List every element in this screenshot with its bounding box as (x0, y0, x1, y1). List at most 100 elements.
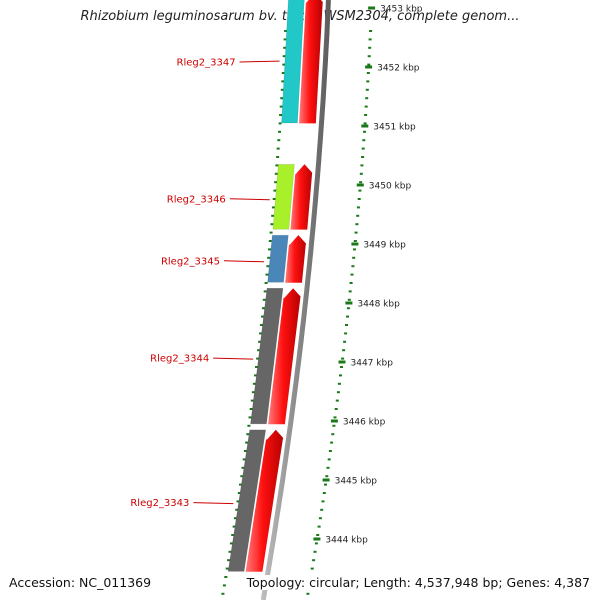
cog-gene-block (281, 0, 305, 124)
outer-ruler-dot (314, 542, 318, 545)
outer-ruler-dot (366, 72, 370, 74)
outer-ruler-dot (350, 273, 354, 276)
inner-ruler-dot (233, 517, 237, 520)
inner-ruler-dot (224, 576, 228, 578)
forward-gene-arrow (297, 0, 326, 125)
outer-ruler-dot (337, 382, 341, 385)
gene-leader-line (213, 357, 254, 360)
cog-gene-block (250, 287, 284, 425)
inner-ruler-dot (275, 164, 279, 167)
gene-label: Rleg2_3344 (150, 354, 209, 365)
inner-ruler-dot (276, 156, 280, 158)
outer-ruler-dot (364, 105, 368, 108)
major-tick (365, 65, 373, 69)
outer-ruler-dot (357, 198, 361, 200)
accession-label: Accession: NC_011369 (9, 575, 152, 590)
outer-ruler-dot (330, 441, 334, 444)
tick-label: 3451 kbp (373, 123, 416, 133)
outer-ruler-dot (352, 256, 356, 259)
inner-ruler-dot (231, 534, 235, 536)
genome-backbone (260, 0, 331, 600)
major-tick (351, 242, 359, 246)
outer-ruler-dot (324, 483, 327, 486)
inner-ruler-dot (263, 290, 267, 293)
inner-ruler-dot (279, 105, 283, 108)
inner-ruler-dot (261, 307, 265, 310)
tick-label: 3452 kbp (377, 64, 420, 74)
inner-ruler-dot (268, 240, 272, 242)
outer-ruler-dot (366, 80, 370, 83)
outer-ruler-dot (358, 189, 362, 192)
outer-ruler-dot (362, 139, 366, 142)
outer-ruler-dot (364, 114, 368, 116)
topology-summary: Topology: circular; Length: 4,537,948 bp… (246, 575, 590, 590)
outer-ruler-dot (328, 450, 332, 452)
outer-ruler-dot (320, 508, 324, 511)
inner-ruler-dot (258, 340, 262, 343)
inner-ruler-dot (274, 181, 278, 184)
inner-ruler-dot (282, 55, 286, 58)
inner-ruler-dot (256, 357, 260, 360)
outer-ruler-dot (355, 223, 359, 226)
tick-label: 3444 kbp (325, 536, 368, 546)
inner-ruler-dot (257, 349, 261, 352)
inner-ruler-dot (265, 273, 269, 276)
outer-ruler-dot (317, 525, 321, 528)
inner-ruler-dot (248, 416, 252, 419)
outer-ruler-dot (367, 63, 371, 66)
forward-gene-arrow (283, 233, 309, 284)
inner-ruler-dot (225, 567, 229, 570)
outer-ruler-dot (360, 164, 364, 167)
cog-gene-block (272, 164, 295, 230)
inner-ruler-dot (281, 80, 285, 83)
outer-ruler-dot (351, 265, 355, 268)
inner-ruler-dot (278, 122, 282, 125)
inner-ruler-dot (251, 391, 255, 394)
inner-ruler-dot (282, 63, 286, 66)
outer-ruler-dot (356, 206, 360, 209)
inner-ruler-dot (254, 374, 257, 377)
outer-ruler-dot (333, 416, 337, 419)
outer-ruler-dot (348, 290, 352, 293)
inner-ruler-dot (269, 231, 273, 234)
inner-ruler-dot (252, 382, 256, 385)
outer-ruler-dot (327, 458, 331, 461)
tick-label: 3447 kbp (351, 359, 394, 369)
outer-ruler-dot (322, 492, 326, 494)
inner-ruler-dot (237, 492, 241, 494)
inner-ruler (221, 30, 288, 595)
outer-ruler-dot (349, 282, 353, 284)
inner-ruler-dot (228, 550, 232, 553)
inner-ruler-dot (284, 30, 288, 32)
gene-label: Rleg2_3343 (130, 498, 189, 509)
inner-ruler-dot (245, 441, 249, 444)
tick-label: 3446 kbp (343, 418, 386, 428)
forward-gene-track (244, 0, 326, 574)
outer-ruler-dot (367, 55, 371, 58)
outer-ruler-dot (354, 231, 358, 234)
inner-ruler-dot (241, 466, 245, 469)
inner-ruler-dot (274, 172, 278, 175)
outer-ruler-dot (336, 391, 340, 394)
inner-ruler-dot (242, 458, 246, 461)
inner-ruler-dot (246, 433, 250, 436)
outer-ruler-dot (313, 550, 317, 553)
outer-ruler-dot (318, 517, 322, 520)
outer-ruler-dot (332, 424, 336, 427)
outer-ruler-dot (347, 298, 351, 301)
major-tick (345, 301, 353, 305)
cog-gene-block (267, 234, 289, 283)
gene-label: Rleg2_3345 (161, 256, 220, 267)
outer-ruler-dot (345, 324, 348, 326)
cog-gene-track (227, 0, 305, 572)
forward-gene-arrow (244, 428, 287, 574)
major-tick (361, 124, 369, 128)
inner-ruler-dot (249, 408, 253, 410)
gene-labels: Rleg2_3347 Rleg2_3346 Rleg2_3345 Rleg2_3344… (130, 58, 280, 509)
inner-ruler-dot (271, 206, 275, 209)
outer-ruler-dot (361, 156, 365, 158)
major-tick (368, 6, 376, 10)
outer-ruler-dot (359, 181, 363, 184)
inner-ruler-dot (247, 424, 251, 427)
